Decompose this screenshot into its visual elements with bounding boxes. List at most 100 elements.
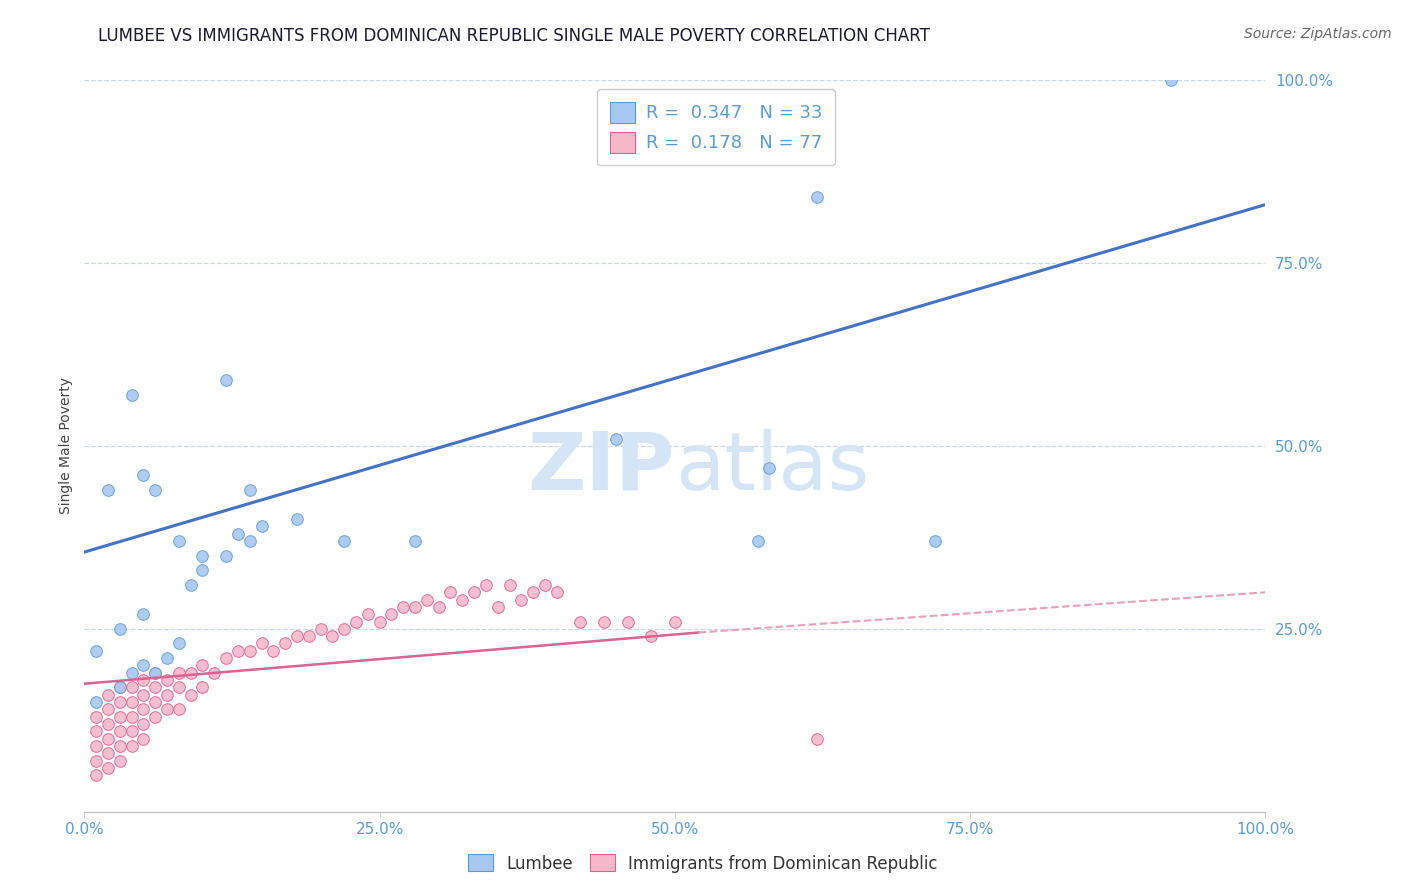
Point (191, 563, 214, 577)
Point (747, 534, 769, 549)
Point (239, 483, 262, 497)
Point (404, 534, 426, 549)
Point (486, 599, 509, 614)
Point (285, 512, 308, 526)
Point (97, 688, 120, 702)
Point (226, 644, 249, 658)
Y-axis label: Single Male Poverty: Single Male Poverty (59, 377, 73, 515)
Point (167, 681, 190, 695)
Point (202, 665, 225, 680)
Point (121, 665, 143, 680)
Text: Source: ZipAtlas.com: Source: ZipAtlas.com (1244, 27, 1392, 41)
Point (215, 651, 238, 665)
Point (108, 754, 131, 768)
Point (344, 615, 367, 629)
Point (121, 709, 143, 723)
Point (226, 526, 249, 541)
Point (97, 717, 120, 731)
Point (97, 746, 120, 760)
Point (132, 731, 155, 746)
Point (84, 739, 107, 753)
Point (180, 578, 202, 592)
Text: atlas: atlas (675, 429, 869, 507)
Point (309, 622, 332, 636)
Point (132, 468, 155, 483)
Point (143, 665, 166, 680)
Point (368, 615, 391, 629)
Point (605, 432, 627, 446)
Point (215, 373, 238, 387)
Point (84, 724, 107, 739)
Point (156, 673, 179, 687)
Point (640, 629, 662, 643)
Point (156, 702, 179, 716)
Point (498, 578, 520, 592)
Point (97, 761, 120, 775)
Point (321, 629, 343, 643)
Point (191, 549, 214, 563)
Point (593, 615, 616, 629)
Point (534, 578, 557, 592)
Point (84, 709, 107, 723)
Point (451, 592, 474, 607)
Point (108, 709, 131, 723)
Point (616, 615, 638, 629)
Text: LUMBEE VS IMMIGRANTS FROM DOMINICAN REPUBLIC SINGLE MALE POVERTY CORRELATION CHA: LUMBEE VS IMMIGRANTS FROM DOMINICAN REPU… (98, 27, 931, 45)
Point (84, 768, 107, 782)
Point (108, 681, 131, 695)
Legend: R =  0.347   N = 33, R =  0.178   N = 77: R = 0.347 N = 33, R = 0.178 N = 77 (598, 89, 835, 165)
Point (108, 724, 131, 739)
Point (167, 636, 190, 650)
Point (143, 695, 166, 709)
Point (427, 599, 450, 614)
Point (156, 651, 179, 665)
Point (180, 665, 202, 680)
Point (167, 534, 190, 549)
Point (143, 681, 166, 695)
Point (250, 519, 273, 533)
Point (108, 622, 131, 636)
Point (333, 622, 356, 636)
Point (1160, 73, 1182, 87)
Point (569, 615, 592, 629)
Point (262, 644, 284, 658)
Point (333, 534, 356, 549)
Point (475, 578, 498, 592)
Point (191, 658, 214, 673)
Point (132, 717, 155, 731)
Legend: Lumbee, Immigrants from Dominican Republic: Lumbee, Immigrants from Dominican Republ… (461, 847, 945, 880)
Point (121, 724, 143, 739)
Point (108, 681, 131, 695)
Point (806, 190, 828, 204)
Point (108, 695, 131, 709)
Point (522, 585, 544, 599)
Point (121, 695, 143, 709)
Point (121, 681, 143, 695)
Point (132, 673, 155, 687)
Point (84, 754, 107, 768)
Point (806, 731, 828, 746)
Point (298, 629, 321, 643)
Point (380, 607, 402, 622)
Point (404, 599, 426, 614)
Point (121, 739, 143, 753)
Point (143, 709, 166, 723)
Point (132, 658, 155, 673)
Point (132, 688, 155, 702)
Point (250, 636, 273, 650)
Point (463, 585, 485, 599)
Point (97, 483, 120, 497)
Point (167, 665, 190, 680)
Point (108, 739, 131, 753)
Point (357, 607, 380, 622)
Point (510, 592, 533, 607)
Point (215, 549, 238, 563)
Point (664, 615, 686, 629)
Point (758, 461, 780, 475)
Point (97, 702, 120, 716)
Point (121, 388, 143, 402)
Point (143, 483, 166, 497)
Point (274, 636, 297, 650)
Point (132, 702, 155, 716)
Point (167, 702, 190, 716)
